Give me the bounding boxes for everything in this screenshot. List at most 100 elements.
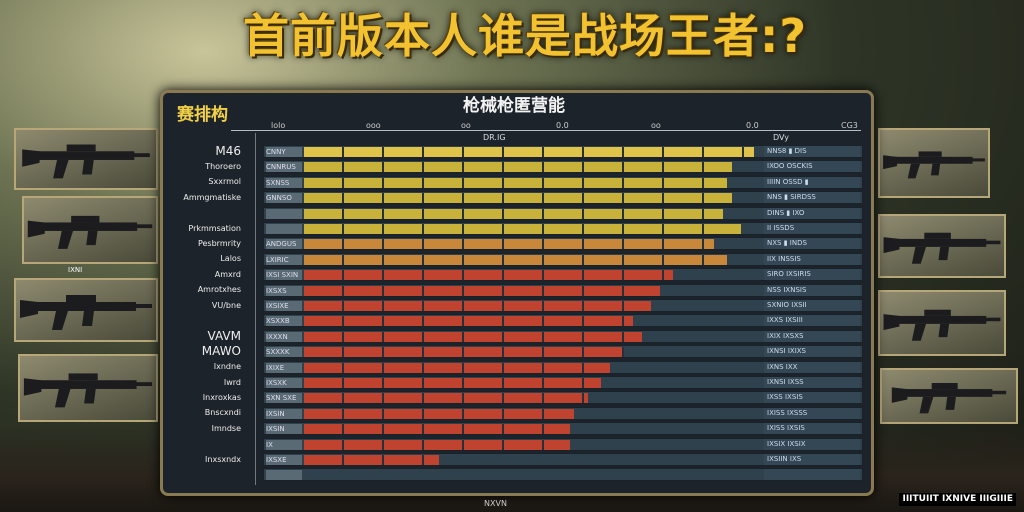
row-label: Pesbrmrity [197, 238, 241, 248]
row-stats: NNS ▮ SIRDSS [764, 192, 860, 204]
score-bar [304, 316, 633, 327]
page-title: 首前版本人谁是战场王者:? [242, 9, 808, 63]
table-row[interactable]: LXIRIC IIX INSSIS [263, 252, 863, 266]
score-bar [304, 455, 439, 465]
row-tag: CNNY [266, 147, 302, 157]
row-stats: IXIX IXSXS [764, 330, 860, 342]
column-header-main: DR.IG [483, 133, 506, 142]
row-label: Inxsxndx [205, 454, 241, 464]
row-stats: IIIIN OSSD ▮ [764, 176, 860, 188]
row-stats: IIX INSSIS [764, 253, 860, 265]
assault-rifle-image [878, 128, 990, 198]
row-label: Iwrd [223, 377, 241, 387]
table-row[interactable]: IX IXSIX IXSIX [263, 437, 863, 451]
row-tag: CNNRUS [266, 162, 302, 173]
table-row[interactable] [263, 468, 863, 482]
row-stats: IXSIX IXSIX [764, 438, 860, 450]
row-label: Amxrd [214, 269, 241, 279]
row-tag: IX [266, 439, 302, 450]
score-bar [304, 301, 651, 311]
row-label: Inxroxkas [202, 392, 241, 402]
score-bar [304, 362, 610, 373]
row-label: MAWO [201, 344, 241, 359]
table-row[interactable]: IXSIN IXISS IXSIS [263, 422, 863, 436]
table-row[interactable]: IXIXE IXNS IXX [263, 360, 863, 374]
score-bar [304, 147, 754, 157]
table-row[interactable]: II ISSDS [263, 222, 863, 235]
row-stats: IXISS IXSIS [764, 423, 860, 435]
axis-tick: 0.0 [746, 121, 759, 130]
row-label: Sxxrmol [208, 177, 241, 187]
axis-tick: lolo [271, 121, 286, 130]
row-tag: IXSIN [266, 408, 302, 419]
carbine-image [22, 196, 158, 264]
table-row[interactable]: IXSIXE SXNIO IXSII [263, 299, 863, 312]
panel-title: 枪械枪匿营能 [463, 96, 565, 116]
table-row[interactable]: SXNSS IIIIN OSSD ▮ [263, 175, 863, 189]
row-stats: NXS ▮ INDS [764, 238, 860, 250]
column-header-side: DVy [773, 133, 790, 142]
table-row[interactable]: XSXXB IXXS IXSIII [263, 314, 863, 328]
row-tag: SXXXK [266, 347, 302, 358]
table-row[interactable]: ANDGUS NXS ▮ INDS [263, 237, 863, 251]
table-row[interactable]: IXSIN IXISS IXSSS [263, 406, 863, 420]
row-tag: SXN SXE [266, 393, 302, 404]
carbine-image [878, 290, 1006, 356]
row-stats: IXNSI IXSS [764, 377, 860, 388]
watermark: IIITUIIT IXNIVE IIIGIIIE [899, 493, 1016, 506]
row-tag: IXSXE [266, 455, 302, 465]
row-tag: GNNSO [266, 193, 302, 204]
row-label: VU/bne [211, 300, 241, 310]
row-tag: IXIXE [266, 362, 302, 373]
label-separator [255, 133, 256, 485]
row-stats: NNS8 ▮ DIS [764, 146, 860, 157]
row-tag [266, 470, 302, 481]
score-bar [304, 270, 673, 281]
row-stats: IXOO OSCKIS [764, 161, 860, 173]
row-tag [266, 208, 302, 219]
row-stats: II ISSDS [764, 223, 860, 234]
row-tag: SXNSS [266, 177, 302, 188]
row-tag: IXSXS [266, 285, 302, 296]
score-bar [304, 239, 714, 250]
row-tag: ANDGUS [266, 239, 302, 250]
row-stats: IXSIIN IXS [764, 454, 860, 465]
row-stats [764, 469, 860, 481]
rifle-image [14, 278, 158, 342]
table-row[interactable]: SXXXK IXNSI IXIXS [263, 345, 863, 359]
axis-tick: CG3 [841, 121, 858, 130]
table-row[interactable]: GNNSO NNS ▮ SIRDSS [263, 191, 863, 205]
axis-tick: oo [461, 121, 471, 130]
row-label: Amrotxhes [197, 285, 241, 295]
row-stats: IXNS IXX [764, 361, 860, 373]
table-row[interactable]: IXSXE IXSIIN IXS [263, 453, 863, 466]
table-row[interactable]: IXXXN IXIX IXSXS [263, 329, 863, 343]
table-row[interactable]: IXSXK IXNSI IXSS [263, 376, 863, 389]
row-stats: IXXS IXSIII [764, 315, 860, 327]
score-bar [304, 424, 570, 435]
row-tag: IXSIN [266, 424, 302, 435]
table-row[interactable]: IXSI SXIN SIRO IXSIRIS [263, 268, 863, 282]
assault-rifle-image [14, 128, 158, 190]
row-stats: DINS ▮ IXO [764, 207, 860, 219]
table-row[interactable]: CNNRUS IXOO OSCKIS [263, 160, 863, 174]
axis-line: lolo ooo oo 0.0 oo 0.0 CG3 [231, 121, 861, 131]
rifle-image [878, 214, 1006, 278]
score-bar [304, 331, 642, 342]
table-row[interactable]: SXN SXE IXSS IXSIS [263, 391, 863, 405]
panel-corner-label: 赛排构 [177, 105, 228, 125]
table-row[interactable]: CNNY NNS8 ▮ DIS [263, 145, 863, 158]
axis-tick: ooo [366, 121, 381, 130]
table-row[interactable]: DINS ▮ IXO [263, 206, 863, 220]
score-bar [304, 439, 570, 450]
score-bar [304, 193, 732, 204]
row-label: Bnscxndi [204, 408, 241, 418]
ranking-panel: 赛排构 枪械枪匿营能 lolo ooo oo 0.0 oo 0.0 CG3 DR.IG DV… [160, 90, 874, 496]
row-tag: IXXXN [266, 331, 302, 342]
table-row[interactable]: IXSXS NSS IXNSIS [263, 283, 863, 297]
axis-tick: oo [651, 121, 661, 130]
axis-tick: 0.0 [556, 121, 569, 130]
scoped-rifle-image [18, 354, 158, 422]
left-small-label: IXNI [68, 266, 83, 274]
row-stats: IXNSI IXIXS [764, 346, 860, 358]
